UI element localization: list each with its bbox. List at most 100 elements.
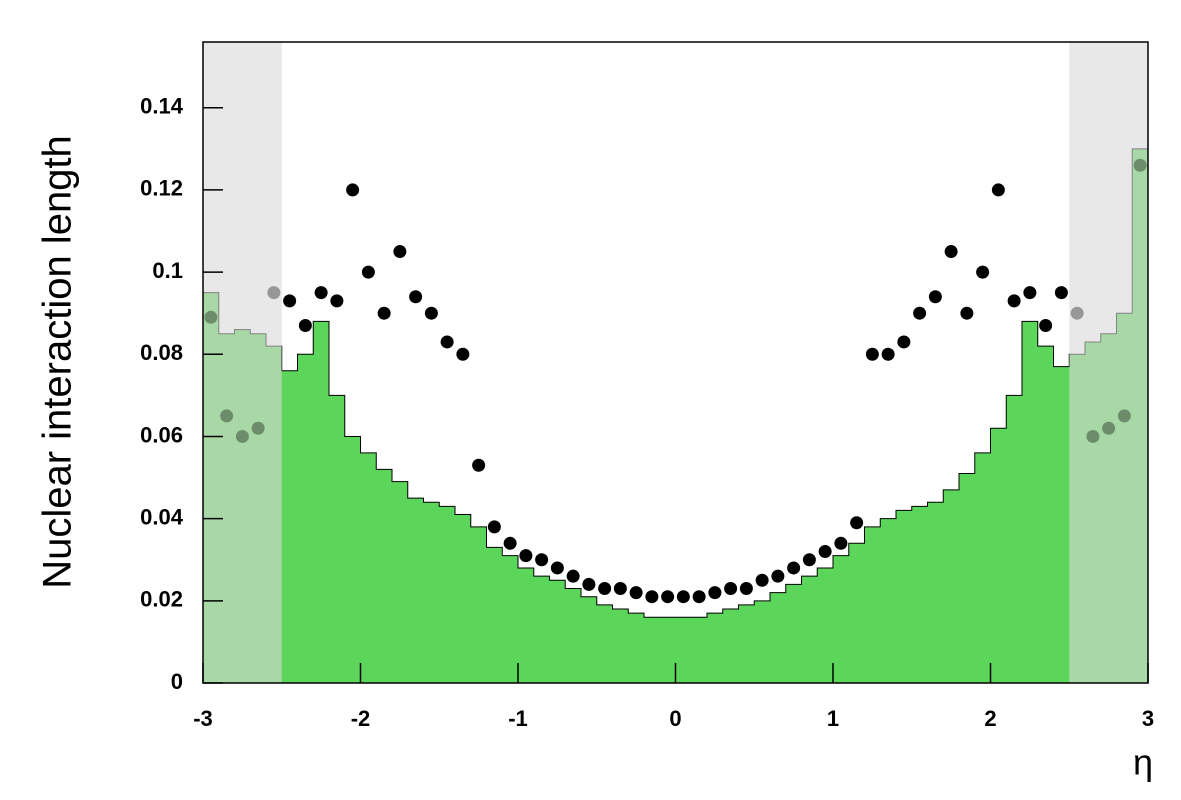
histogram-bar — [470, 526, 487, 683]
histogram-bar — [990, 428, 1007, 683]
histogram-bar — [502, 555, 519, 683]
y-tick-label: 0.14 — [140, 94, 184, 119]
histogram-bar — [691, 617, 708, 683]
histogram-bar — [833, 555, 850, 683]
histogram-bar — [675, 617, 692, 683]
y-tick-label: 0.04 — [140, 504, 184, 529]
data-point — [235, 429, 249, 443]
histogram-bar — [801, 576, 818, 683]
data-point — [850, 516, 864, 530]
histogram-bar — [565, 588, 582, 683]
histogram-bar — [707, 613, 724, 683]
data-point — [865, 347, 879, 361]
histogram-bar — [848, 543, 865, 683]
y-tick-label: 0.02 — [140, 587, 183, 612]
histogram-bar — [1053, 366, 1070, 683]
histogram-bar — [959, 473, 976, 683]
histogram-bar — [785, 584, 802, 683]
data-point — [1039, 319, 1053, 333]
data-point — [818, 545, 832, 559]
data-point — [881, 347, 895, 361]
data-point — [566, 569, 580, 583]
data-point — [251, 421, 265, 435]
data-point — [613, 581, 627, 595]
shaded-region — [203, 42, 282, 683]
histogram-bar — [423, 502, 440, 683]
histogram-bar — [329, 395, 346, 683]
data-point — [1117, 409, 1131, 423]
y-tick-label: 0.12 — [140, 176, 183, 201]
histogram-bar — [360, 452, 377, 683]
x-tick-label: -2 — [351, 706, 371, 731]
histogram-bar — [596, 604, 613, 683]
shaded-region — [1069, 42, 1148, 683]
histogram-bar — [533, 576, 550, 683]
data-point — [314, 286, 328, 300]
histogram-bar — [1006, 395, 1023, 683]
histogram-bar — [1022, 321, 1039, 683]
data-point — [283, 294, 297, 308]
data-point — [220, 409, 234, 423]
data-point — [991, 183, 1005, 197]
x-tick-label: -1 — [508, 706, 528, 731]
histogram-bar — [927, 502, 944, 683]
data-point — [834, 536, 848, 550]
data-point — [1023, 286, 1037, 300]
data-point — [503, 536, 517, 550]
y-tick-label: 0.1 — [152, 258, 183, 283]
data-point — [424, 306, 438, 320]
data-point — [204, 310, 218, 324]
y-tick-label: 0 — [171, 669, 183, 694]
histogram-bar — [439, 506, 456, 683]
histogram-bar — [344, 436, 361, 683]
histogram-outline — [202, 148, 1148, 683]
x-tick-label: 1 — [827, 706, 839, 731]
histogram-bar — [974, 452, 991, 683]
histogram-bar — [281, 370, 298, 683]
data-point — [487, 520, 501, 534]
histogram-bar — [486, 547, 503, 683]
data-point — [771, 569, 785, 583]
histogram-bar — [297, 354, 314, 683]
histogram-bar — [880, 518, 897, 683]
data-point — [787, 561, 801, 575]
histogram-bar — [770, 592, 787, 683]
data-point — [393, 245, 407, 259]
histogram-bar — [392, 481, 409, 683]
x-tick-label: 3 — [1142, 706, 1154, 731]
data-point — [1133, 158, 1147, 172]
data-point — [645, 590, 659, 604]
x-tick-label: 0 — [669, 706, 681, 731]
y-tick-label: 0.06 — [140, 422, 183, 447]
histogram-bar — [722, 609, 739, 683]
histogram-bar — [864, 526, 881, 683]
histogram-bar — [738, 604, 755, 683]
data-point — [944, 245, 958, 259]
data-point — [1086, 429, 1100, 443]
data-point — [598, 581, 612, 595]
y-axis-label: Nuclear interaction length — [36, 135, 80, 589]
data-point — [267, 286, 281, 300]
histogram-bar — [549, 580, 566, 683]
data-point — [928, 290, 942, 304]
data-point — [330, 294, 344, 308]
histogram-bar — [896, 510, 913, 683]
data-point — [456, 347, 470, 361]
data-point — [440, 335, 454, 349]
data-point — [550, 561, 564, 575]
histogram-bar — [817, 567, 834, 683]
histogram-bar — [911, 506, 928, 683]
plot-area — [202, 42, 1149, 684]
histogram-bar — [659, 617, 676, 683]
data-point — [346, 183, 360, 197]
data-point — [724, 581, 738, 595]
data-point — [802, 553, 816, 567]
data-point — [1070, 306, 1084, 320]
histogram-bar — [581, 596, 598, 683]
data-point — [676, 590, 690, 604]
data-point — [1054, 286, 1068, 300]
data-point — [739, 581, 753, 595]
data-point — [897, 335, 911, 349]
